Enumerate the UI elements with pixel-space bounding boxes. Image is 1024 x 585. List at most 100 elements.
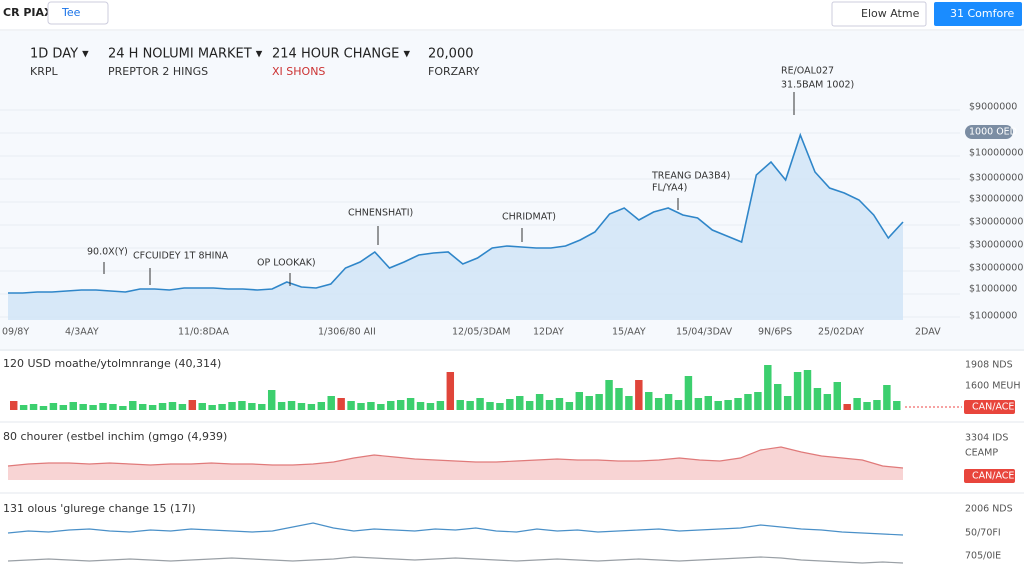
volume-bar	[19, 405, 28, 410]
volume-bar	[158, 403, 167, 410]
volume-bar	[446, 372, 455, 410]
volume-bar	[823, 394, 832, 410]
area-fill	[8, 135, 903, 320]
volume-bar	[10, 401, 18, 410]
volume-bar	[704, 396, 712, 410]
volume-bar	[754, 392, 762, 410]
volume-bar	[248, 403, 256, 410]
primary-button[interactable]	[934, 2, 1022, 26]
price-line	[8, 132, 904, 294]
annotation: CHRIDMAT)	[502, 212, 556, 223]
volume-bar	[555, 398, 564, 410]
volume-bar	[277, 402, 286, 410]
x-tick-label: 12DAY	[533, 327, 564, 338]
x-tick-label: 25/02DAY	[818, 327, 864, 338]
volume-bar	[783, 396, 792, 410]
volume-bar	[317, 402, 326, 410]
volume-bar	[267, 390, 276, 410]
volume-bar	[724, 400, 732, 410]
y-tick-label: $30000000	[969, 263, 1023, 274]
volume-bar	[496, 403, 504, 410]
volume-bar	[575, 392, 584, 410]
volume-bar	[793, 372, 802, 410]
stat-title: 20,000	[428, 47, 474, 62]
annotation: OP LOOKAK)	[257, 258, 316, 269]
annotation: 90.0X(Y)	[87, 247, 128, 258]
volume-bar	[694, 398, 703, 410]
volume-bar	[238, 401, 246, 410]
x-tick-label: 4/3AAY	[65, 327, 99, 338]
y-tick-label: $30000000	[969, 240, 1023, 251]
volume-bar	[347, 401, 355, 410]
stat-title: 24 H NOLUMI MARKET ▾	[108, 47, 263, 62]
x-tick-label: 15/AAY	[612, 327, 646, 338]
annotation: 31.5BAM 1002)	[781, 80, 854, 91]
volume-bar	[377, 404, 385, 410]
dropdown[interactable]	[47, 1, 109, 25]
primary-button-text[interactable]: 31 Comfore	[950, 7, 1015, 20]
volume-bar	[297, 403, 306, 410]
volume-bar	[396, 400, 405, 410]
volume-bar	[654, 398, 663, 410]
annotation: CFCUIDEY 1T 8HINA	[133, 251, 229, 262]
area-fill	[8, 447, 903, 480]
volume-bar	[764, 365, 772, 410]
volume-bar	[813, 388, 822, 410]
panel-label: 131 olous 'glurege change 15 (17l)	[3, 502, 196, 515]
volume-bar	[59, 405, 68, 410]
volume-bar	[258, 404, 266, 410]
annotation: FL/YA4)	[652, 183, 687, 194]
volume-bar	[625, 396, 633, 410]
axis-label: 705/0IE	[965, 551, 1001, 562]
x-tick-label: 15/04/3DAV	[676, 327, 733, 338]
volume-bar	[506, 399, 514, 410]
volume-bar	[29, 404, 38, 410]
x-tick-label: 1/306/80 AII	[318, 327, 376, 338]
volume-bar	[327, 396, 335, 410]
volume-bar	[357, 403, 365, 410]
volume-bar	[893, 401, 901, 410]
volume-bar	[426, 403, 435, 410]
volume-bar	[218, 404, 226, 410]
line	[7, 446, 904, 469]
y-tick-label: $9000000	[969, 102, 1017, 113]
volume-bar	[198, 403, 206, 410]
volume-bar	[99, 403, 107, 410]
dropdown-text[interactable]: Tee	[61, 6, 81, 19]
y-tick-label: $30000000	[969, 217, 1023, 228]
x-tick-label: 11/0:8DAA	[178, 327, 229, 338]
secondary-button[interactable]	[831, 1, 927, 27]
volume-bar	[684, 376, 693, 410]
secondary-button-text[interactable]: Elow Atme	[861, 7, 920, 20]
stat-sub: PREPTOR 2 HINGS	[108, 65, 208, 78]
annotation: RE/OAL027	[781, 66, 834, 77]
volume-bar	[337, 398, 345, 410]
volume-bar	[545, 400, 554, 410]
volume-bar	[664, 394, 673, 410]
volume-bar	[645, 392, 653, 410]
stat-sub: FORZARY	[428, 65, 480, 78]
volume-bar	[714, 401, 722, 410]
x-tick-label: 9N/6PS	[758, 327, 792, 338]
volume-bar	[387, 401, 395, 410]
stat-sub: XI SHONS	[272, 65, 325, 78]
axis-label: CEAMP	[965, 448, 998, 459]
badge	[964, 469, 1015, 483]
annotation: TREANG DA3B4)	[651, 171, 730, 182]
volume-bar	[565, 402, 574, 410]
volume-bar	[466, 401, 474, 410]
volume-bar	[843, 404, 851, 410]
stat-title: 214 HOUR CHANGE ▾	[272, 47, 411, 62]
volume-bar	[595, 394, 603, 410]
volume-bar	[516, 396, 524, 410]
volume-bar	[615, 388, 623, 410]
volume-bar	[486, 402, 494, 410]
volume-bar	[635, 380, 643, 410]
badge-text: CAN/ACED	[972, 471, 1022, 482]
axis-label: 1600 MEUH	[965, 381, 1021, 392]
volume-bar	[178, 404, 187, 410]
y-tick-label: $30000000	[969, 194, 1023, 205]
axis-label: 50/70FI	[965, 528, 1001, 539]
volume-bar	[535, 394, 544, 410]
volume-bar	[774, 384, 782, 410]
